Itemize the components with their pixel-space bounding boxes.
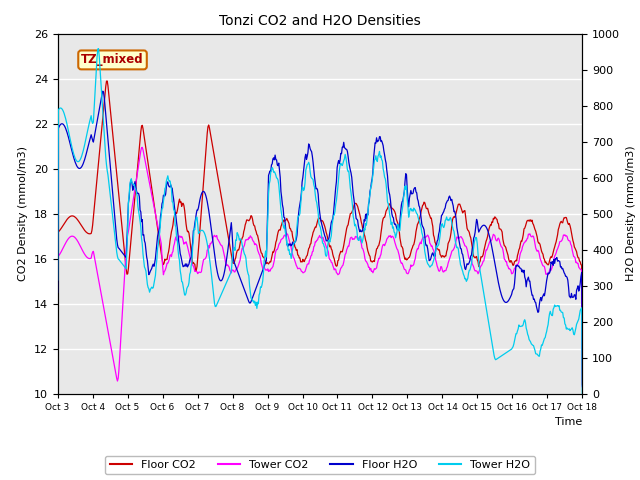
Y-axis label: H2O Density (mmol/m3): H2O Density (mmol/m3) (626, 146, 636, 281)
X-axis label: Time: Time (555, 417, 582, 427)
Y-axis label: CO2 Density (mmol/m3): CO2 Density (mmol/m3) (18, 146, 28, 281)
Text: TZ_mixed: TZ_mixed (81, 53, 144, 66)
Title: Tonzi CO2 and H2O Densities: Tonzi CO2 and H2O Densities (219, 14, 421, 28)
Legend: Floor CO2, Tower CO2, Floor H2O, Tower H2O: Floor CO2, Tower CO2, Floor H2O, Tower H… (105, 456, 535, 474)
